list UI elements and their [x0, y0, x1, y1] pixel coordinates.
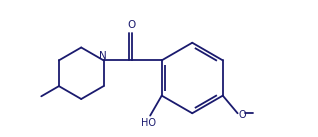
Text: HO: HO: [141, 118, 156, 128]
Text: O: O: [239, 110, 246, 120]
Text: O: O: [128, 20, 136, 30]
Text: N: N: [99, 51, 107, 61]
